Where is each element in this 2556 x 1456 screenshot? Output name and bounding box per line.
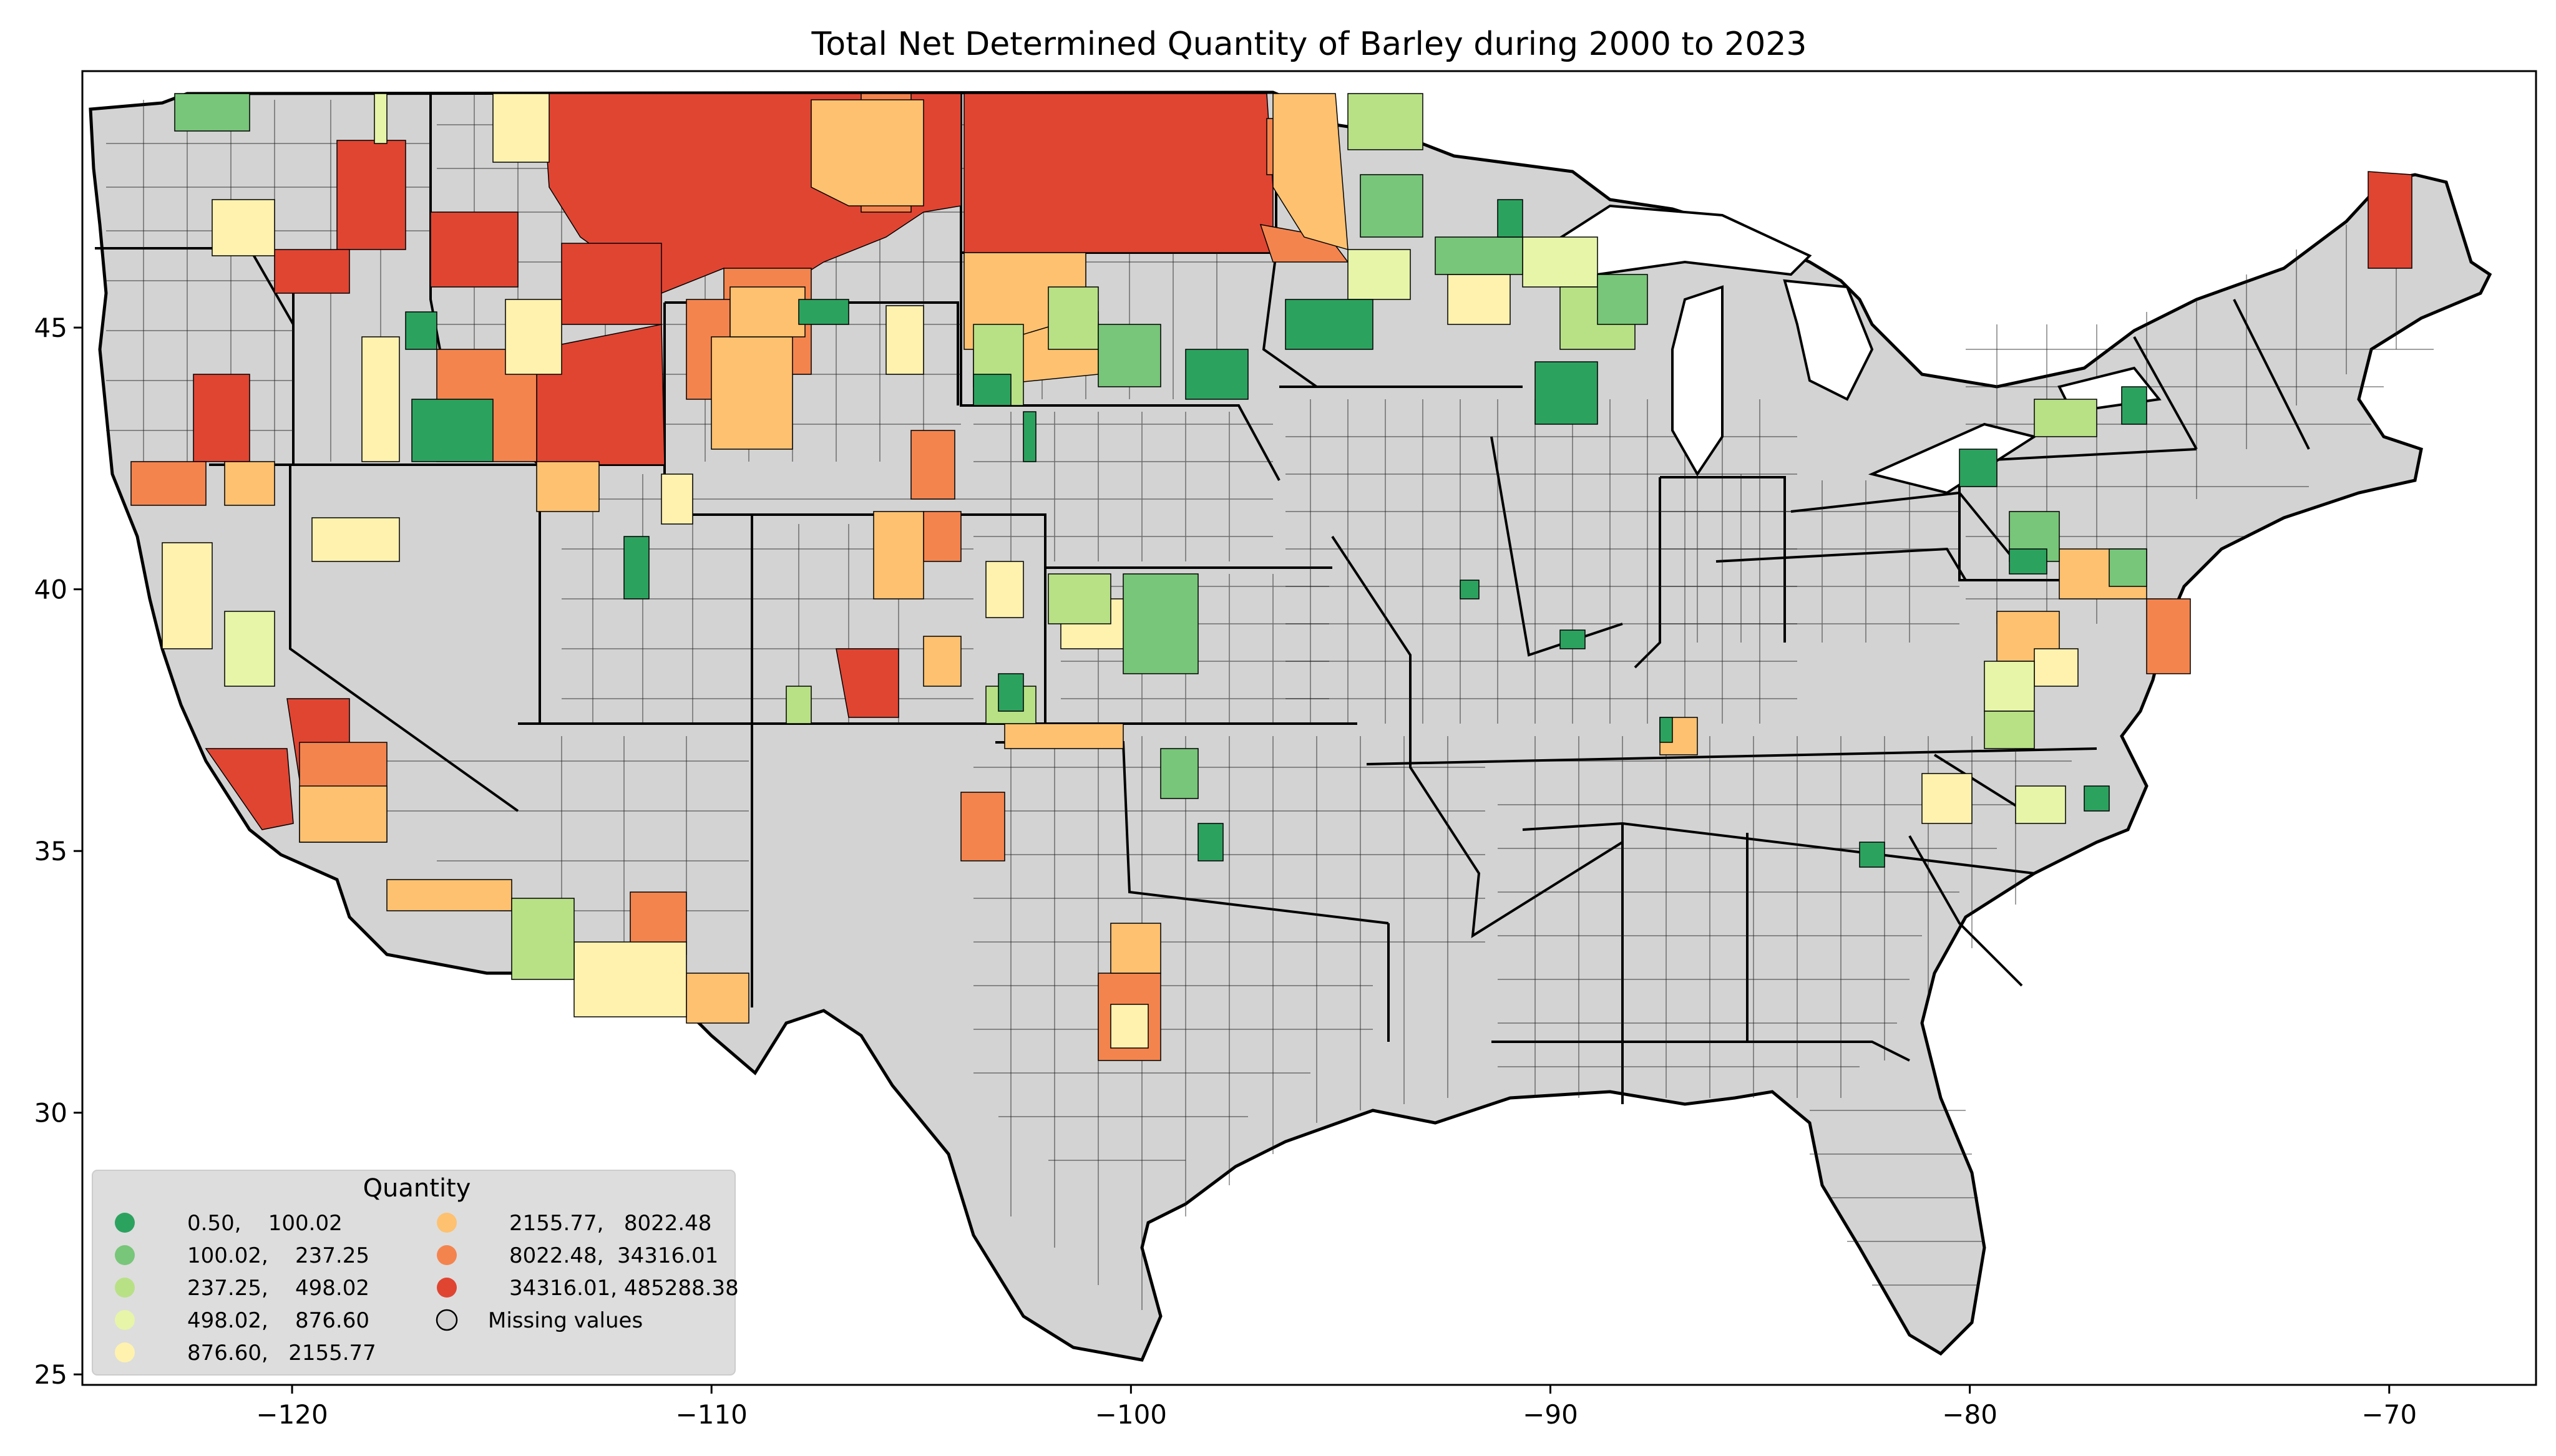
x-axis: −120 −110 −100 −90 −80 −70 (256, 1385, 2417, 1430)
y-tick-label: 45 (34, 313, 67, 343)
legend-entries: 0.50, 100.02 100.02, 237.25 237.25, 498.02… (115, 1211, 739, 1366)
legend-marker (115, 1278, 135, 1298)
x-tick-label: −90 (1523, 1399, 1578, 1430)
legend-marker (115, 1213, 135, 1233)
legend-label: 100.02, 237.25 (187, 1243, 369, 1268)
y-axis: 25 30 35 40 45 (34, 313, 82, 1390)
great-lakes (1519, 204, 2162, 495)
legend-label: Missing values (488, 1308, 643, 1333)
legend-marker (437, 1245, 457, 1265)
legend-marker (436, 1309, 458, 1331)
legend-label: 0.50, 100.02 (187, 1211, 343, 1236)
legend-marker (115, 1342, 135, 1362)
legend-label: 237.25, 498.02 (187, 1276, 369, 1301)
legend-marker (437, 1213, 457, 1233)
legend-title: Quantity (363, 1174, 471, 1203)
x-tick-label: −100 (1095, 1399, 1167, 1430)
legend-label: 2155.77, 8022.48 (509, 1211, 711, 1236)
x-tick-label: −110 (676, 1399, 748, 1430)
legend-label: 8022.48, 34316.01 (509, 1243, 718, 1268)
legend-label: 498.02, 876.60 (187, 1308, 369, 1333)
legend-box (92, 1170, 736, 1376)
y-tick-label: 35 (34, 836, 67, 866)
legend-marker (437, 1278, 457, 1298)
legend-label: 34316.01, 485288.38 (509, 1276, 739, 1301)
axes-frame (81, 70, 2537, 1386)
legend: Quantity 0.50, 100.02 100.02, 237.25 237.2… (92, 1170, 739, 1376)
x-tick-label: −70 (2361, 1399, 2417, 1430)
x-tick-label: −120 (256, 1399, 328, 1430)
y-tick-label: 25 (34, 1359, 67, 1390)
legend-marker (115, 1245, 135, 1265)
chart-title: Total Net Determined Quantity of Barley … (811, 26, 1807, 63)
map-area (82, 71, 2536, 1385)
county-fills (130, 93, 2412, 1061)
legend-label: 876.60, 2155.77 (187, 1341, 376, 1366)
y-tick-label: 40 (34, 575, 67, 605)
legend-marker (115, 1310, 135, 1330)
x-tick-label: −80 (1942, 1399, 1997, 1430)
y-tick-label: 30 (34, 1098, 67, 1128)
